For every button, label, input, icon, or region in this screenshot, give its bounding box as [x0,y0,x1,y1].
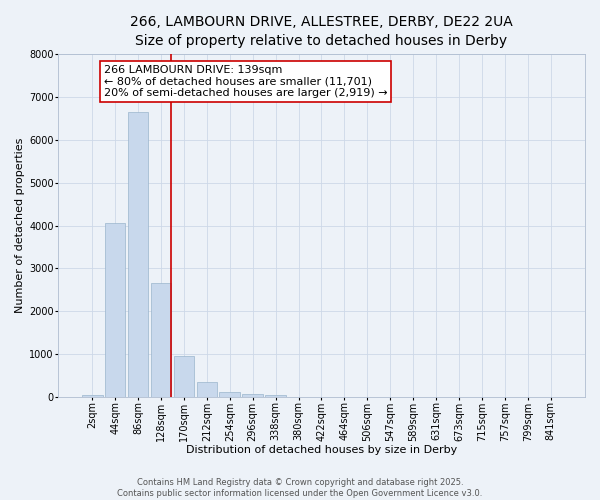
Bar [242,394,263,397]
Bar [220,392,240,397]
Y-axis label: Number of detached properties: Number of detached properties [15,138,25,313]
Bar [151,284,172,397]
Bar [197,382,217,397]
X-axis label: Distribution of detached houses by size in Derby: Distribution of detached houses by size … [186,445,457,455]
Bar [105,224,125,397]
Text: Contains HM Land Registry data © Crown copyright and database right 2025.
Contai: Contains HM Land Registry data © Crown c… [118,478,482,498]
Bar [82,395,103,397]
Bar [173,356,194,397]
Title: 266, LAMBOURN DRIVE, ALLESTREE, DERBY, DE22 2UA
Size of property relative to det: 266, LAMBOURN DRIVE, ALLESTREE, DERBY, D… [130,15,513,48]
Text: 266 LAMBOURN DRIVE: 139sqm
← 80% of detached houses are smaller (11,701)
20% of : 266 LAMBOURN DRIVE: 139sqm ← 80% of deta… [104,64,388,98]
Bar [265,395,286,397]
Bar [128,112,148,397]
